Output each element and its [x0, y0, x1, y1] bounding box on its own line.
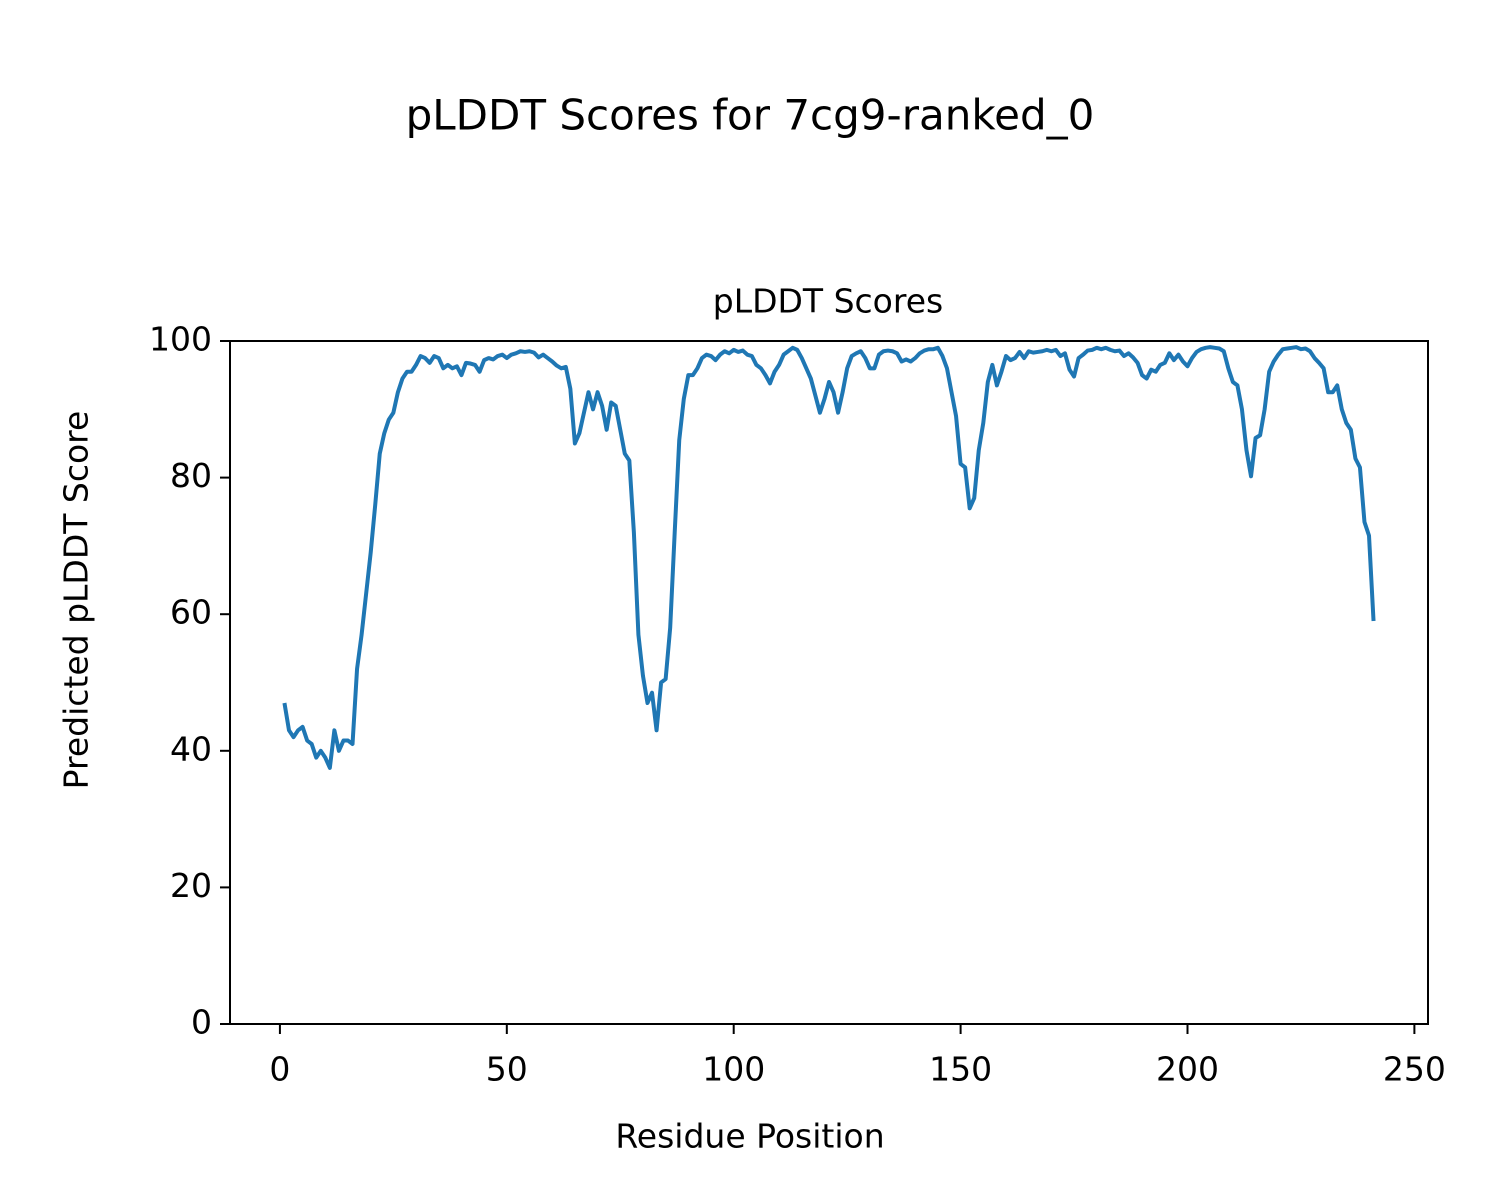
- y-tick-label: 60: [170, 593, 212, 632]
- data-line: [282, 345, 1376, 770]
- x-axis-label: Residue Position: [615, 1117, 884, 1156]
- y-tick-label: 80: [170, 456, 212, 495]
- x-tick-label: 100: [702, 1050, 765, 1089]
- y-tick-label: 40: [170, 729, 212, 768]
- y-tick-label: 20: [170, 866, 212, 905]
- x-tick-label: 250: [1383, 1050, 1446, 1089]
- y-axis-label: Predicted pLDDT Score: [57, 411, 96, 790]
- plot-area: [282, 345, 1376, 770]
- y-tick-label: 100: [149, 320, 212, 359]
- axes-frame: [229, 340, 1429, 1025]
- x-tick-label: 0: [269, 1050, 290, 1089]
- x-tick-label: 150: [929, 1050, 992, 1089]
- y-tick-label: 0: [191, 1003, 212, 1042]
- x-tick-label: 50: [486, 1050, 528, 1089]
- axes-title: pLDDT Scores: [713, 282, 943, 321]
- suptitle: pLDDT Scores for 7cg9-ranked_0: [406, 91, 1095, 140]
- x-tick-label: 200: [1156, 1050, 1219, 1089]
